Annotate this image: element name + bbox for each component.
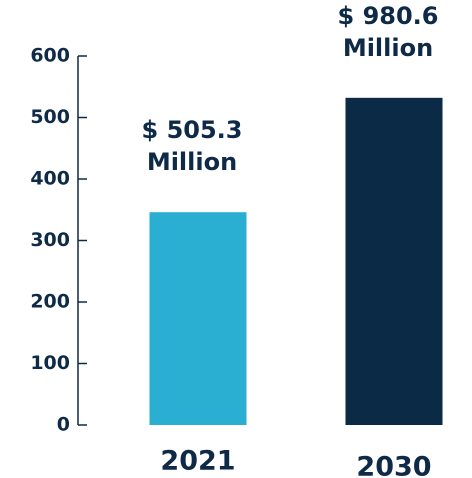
bar xyxy=(345,97,443,425)
y-tick-label: 600 xyxy=(30,45,70,67)
y-tick-label: 300 xyxy=(30,229,70,251)
annotation: $ 980.6 xyxy=(338,2,439,30)
x-tick-label: 2021 xyxy=(160,446,235,477)
annotation: Million xyxy=(147,148,237,176)
y-tick-label: 400 xyxy=(30,168,70,190)
annotation: $ 505.3 xyxy=(142,116,243,144)
annotation: Million xyxy=(343,34,433,62)
x-tick-label: 2030 xyxy=(356,452,431,478)
bar xyxy=(149,212,247,425)
y-tick-label: 100 xyxy=(30,352,70,374)
y-tick-label: 500 xyxy=(30,106,70,128)
y-tick-label: 200 xyxy=(30,291,70,313)
y-tick-label: 0 xyxy=(57,414,70,436)
